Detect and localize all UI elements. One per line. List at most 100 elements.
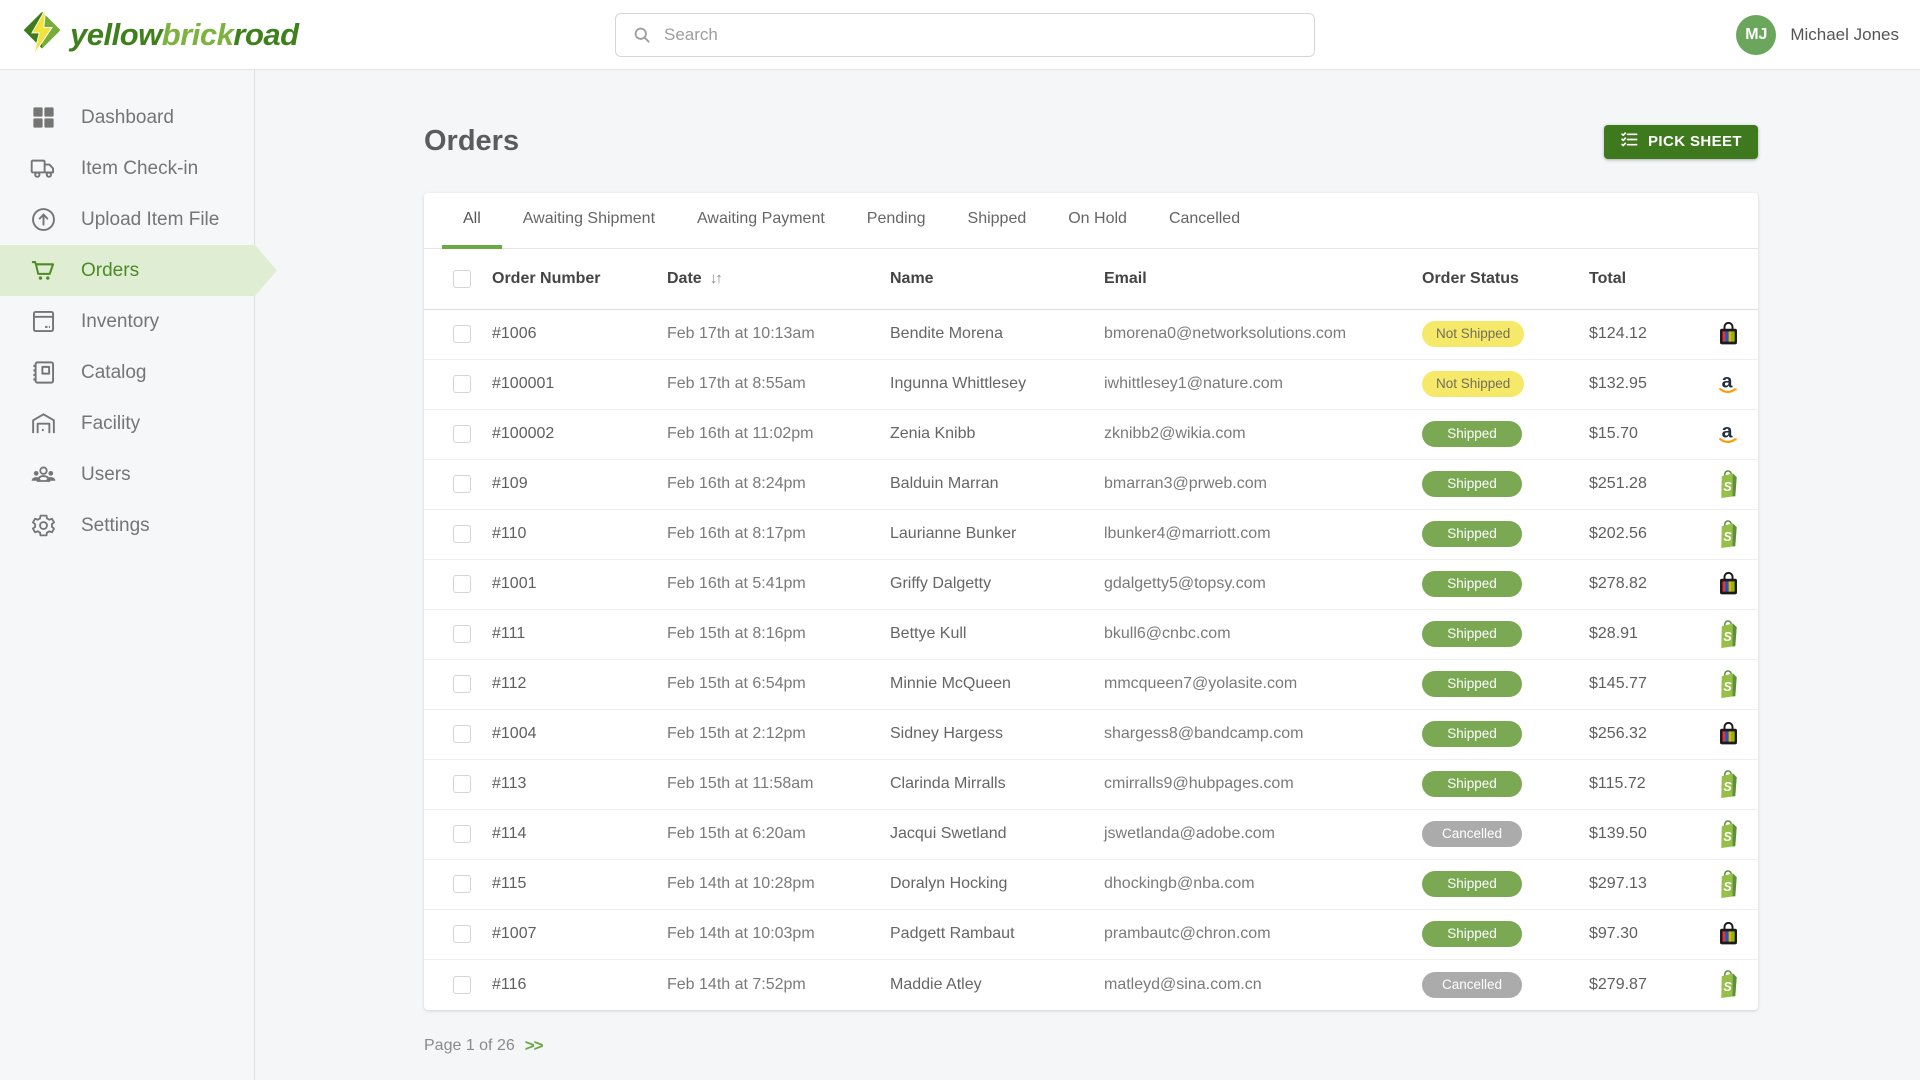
sidebar-item-users[interactable]: Users xyxy=(0,449,255,500)
sidebar-item-label: Inventory xyxy=(81,310,160,332)
order-number-cell: #100002 xyxy=(492,425,555,443)
table-row: #100001 Feb 17th at 8:55am Ingunna Whitt… xyxy=(424,360,1758,410)
shopify-icon: S xyxy=(1698,869,1758,900)
col-order-status: Order Status xyxy=(1422,269,1519,287)
row-checkbox[interactable] xyxy=(453,325,471,344)
svg-text:S: S xyxy=(1723,830,1732,844)
svg-text:S: S xyxy=(1723,680,1732,694)
shopify-icon: S xyxy=(1698,619,1758,650)
sidebar-item-orders[interactable]: Orders xyxy=(0,245,277,296)
date-cell: Feb 14th at 10:28pm xyxy=(667,875,815,893)
row-checkbox[interactable] xyxy=(453,575,471,594)
sidebar-item-inventory[interactable]: Inventory xyxy=(0,296,255,347)
sidebar-item-label: Users xyxy=(81,463,131,485)
col-date[interactable]: Date ↓↑ xyxy=(667,269,723,288)
row-checkbox[interactable] xyxy=(453,625,471,644)
ebay-bag-icon xyxy=(1698,321,1758,348)
email-cell: mmcqueen7@yolasite.com xyxy=(1104,675,1298,693)
amazon-icon: a xyxy=(1698,421,1758,447)
sidebar-item-dashboard[interactable]: Dashboard xyxy=(0,92,255,143)
status-badge: Shipped xyxy=(1422,421,1522,448)
tab-cancelled[interactable]: Cancelled xyxy=(1168,209,1241,227)
email-cell: shargess8@bandcamp.com xyxy=(1104,725,1304,743)
sidebar-item-catalog[interactable]: Catalog xyxy=(0,347,255,398)
sidebar-item-settings[interactable]: Settings xyxy=(0,500,255,551)
name-cell: Clarinda Mirralls xyxy=(890,775,1006,793)
email-cell: dhockingb@nba.com xyxy=(1104,875,1255,893)
status-badge: Shipped xyxy=(1422,921,1522,948)
pick-sheet-label: PICK SHEET xyxy=(1647,133,1742,151)
tab-awaiting-shipment[interactable]: Awaiting Shipment xyxy=(522,209,656,227)
sidebar-item-item-check-in[interactable]: Item Check-in xyxy=(0,143,255,194)
table-body: #1006 Feb 17th at 10:13am Bendite Morena… xyxy=(424,310,1758,1010)
facility-warehouse-icon xyxy=(30,410,57,437)
order-number-cell: #116 xyxy=(492,975,527,993)
select-all-checkbox[interactable] xyxy=(453,269,471,288)
date-cell: Feb 16th at 11:02pm xyxy=(667,425,814,443)
sort-arrows-icon[interactable]: ↓↑ xyxy=(709,270,723,288)
date-cell: Feb 15th at 8:16pm xyxy=(667,625,806,643)
name-cell: Jacqui Swetland xyxy=(890,825,1007,843)
tab-shipped[interactable]: Shipped xyxy=(967,209,1027,227)
sidebar-item-facility[interactable]: Facility xyxy=(0,398,255,449)
name-cell: Griffy Dalgetty xyxy=(890,575,992,593)
page-title: Orders xyxy=(424,125,520,158)
order-number-cell: #1004 xyxy=(492,725,537,743)
row-checkbox[interactable] xyxy=(453,375,471,394)
sidebar-item-label: Settings xyxy=(81,514,150,536)
next-page-button[interactable]: >> xyxy=(524,1035,544,1055)
search-input[interactable] xyxy=(662,24,1302,46)
shopify-icon: S xyxy=(1698,519,1758,550)
row-checkbox[interactable] xyxy=(453,525,471,544)
table-row: #110 Feb 16th at 8:17pm Laurianne Bunker… xyxy=(424,510,1758,560)
pagination: Page 1 of 26 >> xyxy=(424,1036,1758,1056)
tab-pending[interactable]: Pending xyxy=(866,209,926,227)
date-cell: Feb 15th at 2:12pm xyxy=(667,725,806,743)
shopify-icon: S xyxy=(1698,769,1758,800)
row-checkbox[interactable] xyxy=(453,775,471,794)
email-cell: jswetlanda@adobe.com xyxy=(1104,825,1276,843)
total-cell: $124.12 xyxy=(1589,325,1647,343)
date-cell: Feb 16th at 8:17pm xyxy=(667,525,806,543)
ebay-bag-icon xyxy=(1698,721,1758,748)
order-number-cell: #115 xyxy=(492,875,527,893)
tab-all[interactable]: All xyxy=(442,193,502,249)
status-badge: Shipped xyxy=(1422,721,1522,748)
email-cell: lbunker4@marriott.com xyxy=(1104,525,1271,543)
table-row: #109 Feb 16th at 8:24pm Balduin Marran b… xyxy=(424,460,1758,510)
date-cell: Feb 16th at 5:41pm xyxy=(667,575,806,593)
brand-logo[interactable]: yellowbrickroad xyxy=(20,8,299,61)
table-row: #116 Feb 14th at 7:52pm Maddie Atley mat… xyxy=(424,960,1758,1010)
row-checkbox[interactable] xyxy=(453,425,471,444)
avatar[interactable]: MJ xyxy=(1736,15,1777,55)
user-menu[interactable]: MJ Michael Jones xyxy=(1736,0,1899,70)
date-cell: Feb 15th at 6:54pm xyxy=(667,675,806,693)
tab-awaiting-payment[interactable]: Awaiting Payment xyxy=(697,209,825,227)
row-checkbox[interactable] xyxy=(453,675,471,694)
status-tabs: All Awaiting Shipment Awaiting Payment Pend… xyxy=(424,193,1758,249)
row-checkbox[interactable] xyxy=(453,875,471,894)
pick-sheet-button[interactable]: PICK SHEET xyxy=(1603,124,1758,159)
shopify-icon: S xyxy=(1698,669,1758,700)
row-checkbox[interactable] xyxy=(453,975,471,994)
tab-on-hold[interactable]: On Hold xyxy=(1068,209,1127,227)
email-cell: bmarran3@prweb.com xyxy=(1104,475,1267,493)
total-cell: $297.13 xyxy=(1589,875,1647,893)
row-checkbox[interactable] xyxy=(453,825,471,844)
sidebar-item-upload-item-file[interactable]: Upload Item File xyxy=(0,194,255,245)
col-name: Name xyxy=(890,269,934,287)
row-checkbox[interactable] xyxy=(453,475,471,494)
date-cell: Feb 16th at 8:24pm xyxy=(667,475,806,493)
order-number-cell: #113 xyxy=(492,775,527,793)
sidebar-item-label: Facility xyxy=(81,412,141,434)
email-cell: prambautc@chron.com xyxy=(1104,925,1271,943)
table-row: #113 Feb 15th at 11:58am Clarinda Mirral… xyxy=(424,760,1758,810)
date-cell: Feb 15th at 6:20am xyxy=(667,825,806,843)
sidebar-item-label: Dashboard xyxy=(81,106,174,128)
total-cell: $278.82 xyxy=(1589,575,1647,593)
total-cell: $202.56 xyxy=(1589,525,1647,543)
date-cell: Feb 14th at 7:52pm xyxy=(667,975,806,993)
row-checkbox[interactable] xyxy=(453,925,471,944)
date-cell: Feb 14th at 10:03pm xyxy=(667,925,815,943)
row-checkbox[interactable] xyxy=(453,725,471,744)
